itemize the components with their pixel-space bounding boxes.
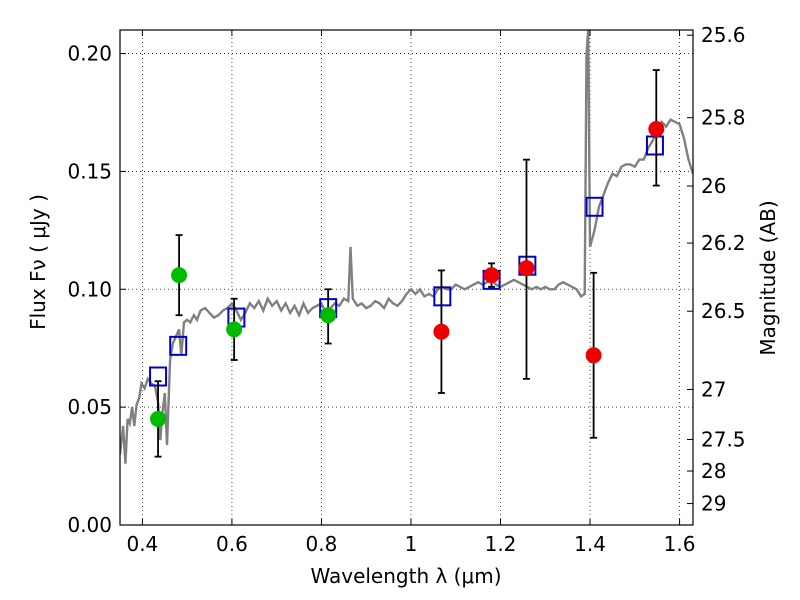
y-tick-label: 0.00	[67, 513, 112, 537]
y2-tick-label: 25.6	[701, 23, 746, 47]
sed-spectrum-line	[120, 30, 693, 464]
x-tick-label: 1.6	[664, 532, 696, 556]
x-tick-label: 0.6	[216, 532, 248, 556]
y-axis-label: Flux Fν ( μJy )	[26, 194, 50, 330]
data-point	[226, 321, 243, 338]
axis-ticks	[120, 30, 693, 526]
y2-tick-label: 26	[701, 174, 726, 198]
data-point	[433, 323, 450, 340]
x-tick-label: 1.2	[485, 532, 517, 556]
y2-tick-label: 27	[701, 377, 726, 401]
plot-frame	[119, 29, 694, 526]
y2-axis-label: Magnitude (AB)	[756, 200, 780, 355]
x-tick-label: 1.4	[574, 532, 606, 556]
y2-tick-label: 26.5	[701, 299, 746, 323]
y2-tick-label: 29	[701, 492, 726, 516]
x-tick-label: 0.4	[126, 532, 158, 556]
model-flux-box	[585, 196, 604, 217]
grid-lines	[120, 30, 693, 526]
tick-labels: 0.4 0.6 0.8 1 1.2 1.4 1.6 0.00 0.05 0.10 0.15 0.20 2…	[67, 23, 745, 556]
data-point	[320, 307, 337, 324]
data-point	[585, 347, 602, 364]
data-point	[483, 267, 500, 284]
y-tick-label: 0.20	[67, 42, 112, 66]
x-tick-label: 1	[405, 532, 418, 556]
y2-tick-label: 26.2	[701, 231, 746, 255]
data-point	[171, 267, 188, 284]
plot-area	[120, 30, 693, 464]
y-tick-label: 0.15	[67, 159, 112, 183]
x-tick-label: 0.8	[306, 532, 338, 556]
data-point	[648, 121, 665, 137]
y2-tick-label: 25.8	[701, 106, 746, 130]
y-tick-label: 0.05	[67, 395, 112, 419]
y2-tick-label: 28	[701, 459, 726, 483]
data-point	[150, 410, 167, 427]
model-flux-box	[169, 335, 188, 356]
y2-tick-label: 27.5	[701, 427, 746, 451]
data-point	[518, 260, 535, 277]
x-axis-label: Wavelength λ (μm)	[310, 564, 501, 588]
y-tick-label: 0.10	[67, 277, 112, 301]
